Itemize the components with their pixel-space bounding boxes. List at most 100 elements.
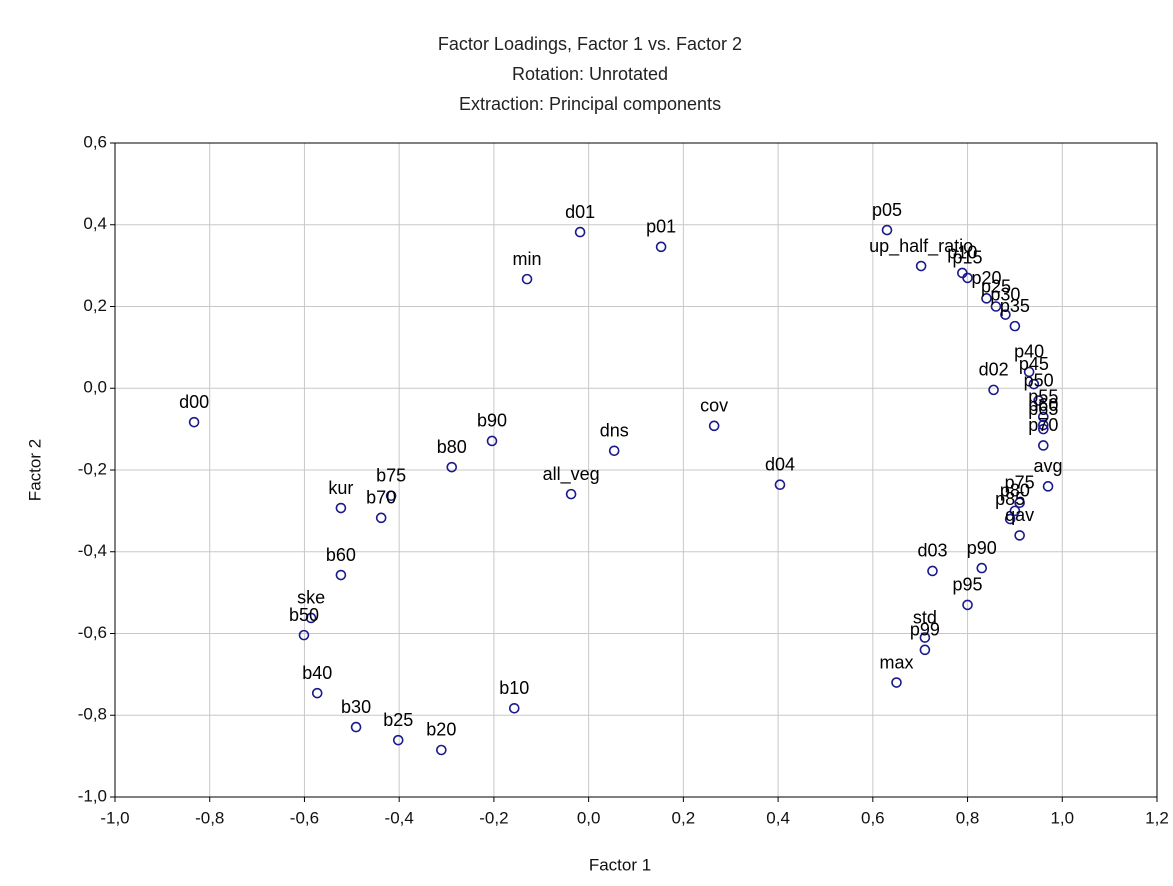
point <box>774 479 786 491</box>
point-label: cov <box>700 396 728 416</box>
x-tick-label: -0,4 <box>385 808 414 827</box>
plot-frame <box>114 142 1158 798</box>
x-tick-label: -1,0 <box>100 808 129 827</box>
x-tick-label: -0,2 <box>479 808 508 827</box>
point <box>1014 530 1025 541</box>
point-label: d03 <box>917 541 947 561</box>
point-label: p50 <box>1024 370 1054 390</box>
point <box>521 273 533 285</box>
point <box>1038 440 1049 451</box>
point-label: p55 <box>1028 387 1058 407</box>
point-label: b10 <box>499 678 529 698</box>
point <box>508 703 520 714</box>
point-label: b25 <box>383 710 413 730</box>
point-label: b20 <box>426 720 456 740</box>
point <box>375 512 387 524</box>
point <box>1000 309 1011 320</box>
point <box>1014 497 1025 509</box>
point-label: d00 <box>179 392 209 412</box>
point-label: ske <box>297 588 325 608</box>
point <box>1028 378 1040 390</box>
point-label: p90 <box>967 538 997 558</box>
point-label: p25 <box>981 276 1011 296</box>
point-label: d04 <box>765 454 795 474</box>
y-tick-label: -0,6 <box>78 623 107 642</box>
x-tick-label: -0,8 <box>195 808 224 827</box>
point-label: b50 <box>289 605 319 625</box>
point-label: p60 <box>1028 395 1058 415</box>
point <box>1038 411 1049 423</box>
chart-title: Factor Loadings, Factor 1 vs. Factor 2 <box>438 34 742 54</box>
point <box>708 420 720 432</box>
point-label: p99 <box>910 620 940 640</box>
point <box>1009 320 1021 332</box>
point-label: b70 <box>366 488 396 508</box>
y-tick-label: -0,2 <box>78 459 107 478</box>
point <box>305 612 317 624</box>
point <box>311 687 323 699</box>
point-label: p85 <box>995 489 1025 509</box>
y-tick-label: -1,0 <box>78 786 107 805</box>
y-tick-label: 0,4 <box>83 214 107 233</box>
point-label: b90 <box>477 411 507 431</box>
point <box>915 260 927 272</box>
point <box>962 272 973 284</box>
point-label: d01 <box>565 202 595 222</box>
point <box>976 562 988 574</box>
chart-subtitle: Extraction: Principal components <box>459 94 721 114</box>
point <box>927 565 938 577</box>
point-label: p65 <box>1028 399 1058 419</box>
x-tick-label: 1,2 <box>1145 808 1169 827</box>
point <box>565 488 577 500</box>
point-label: p30 <box>990 284 1020 304</box>
x-tick-label: 0,6 <box>861 808 885 827</box>
point-label: p10 <box>947 243 977 263</box>
point <box>988 384 999 396</box>
point-label: qav <box>1005 505 1034 525</box>
y-tick-label: 0,2 <box>83 296 107 315</box>
point-label: p45 <box>1019 354 1049 374</box>
point-label: dns <box>600 421 629 441</box>
point <box>1042 481 1054 492</box>
point-label: b80 <box>437 437 467 457</box>
point-label: p70 <box>1028 415 1058 435</box>
point-label: p95 <box>953 575 983 595</box>
x-tick-label: 0,0 <box>577 808 601 827</box>
point <box>1004 513 1016 525</box>
point-label: p20 <box>971 268 1001 288</box>
point-label: up_half_ratio <box>869 236 973 257</box>
point <box>891 677 902 688</box>
point-label: std <box>913 607 937 627</box>
point-label: b75 <box>376 466 406 486</box>
y-tick-label: 0,0 <box>83 378 107 397</box>
x-axis-label: Factor 1 <box>589 855 651 874</box>
y-axis-label: Factor 2 <box>25 439 44 501</box>
point <box>957 267 968 279</box>
x-tick-label: -0,6 <box>290 808 319 827</box>
point <box>962 599 973 611</box>
point <box>385 490 397 502</box>
x-tick-label: 1,0 <box>1050 808 1074 827</box>
point-label: b30 <box>341 697 371 717</box>
point <box>574 226 586 238</box>
point-label: p40 <box>1014 342 1044 362</box>
point-label: p35 <box>1000 296 1030 316</box>
point <box>1038 419 1049 431</box>
point-label: p75 <box>1005 472 1035 492</box>
point <box>486 435 498 447</box>
point <box>350 721 362 733</box>
x-tick-label: 0,4 <box>766 808 790 827</box>
point <box>1023 366 1035 378</box>
y-tick-label: 0,6 <box>83 132 107 151</box>
point <box>1009 505 1021 517</box>
point-label: d02 <box>979 360 1009 380</box>
point-label: b40 <box>302 663 332 683</box>
y-tick-label: -0,8 <box>78 705 107 724</box>
point-label: p01 <box>646 217 676 237</box>
point <box>335 502 347 514</box>
point-label: kur <box>328 478 353 498</box>
point <box>981 293 992 304</box>
point <box>436 744 447 756</box>
point-label: avg <box>1034 456 1063 476</box>
